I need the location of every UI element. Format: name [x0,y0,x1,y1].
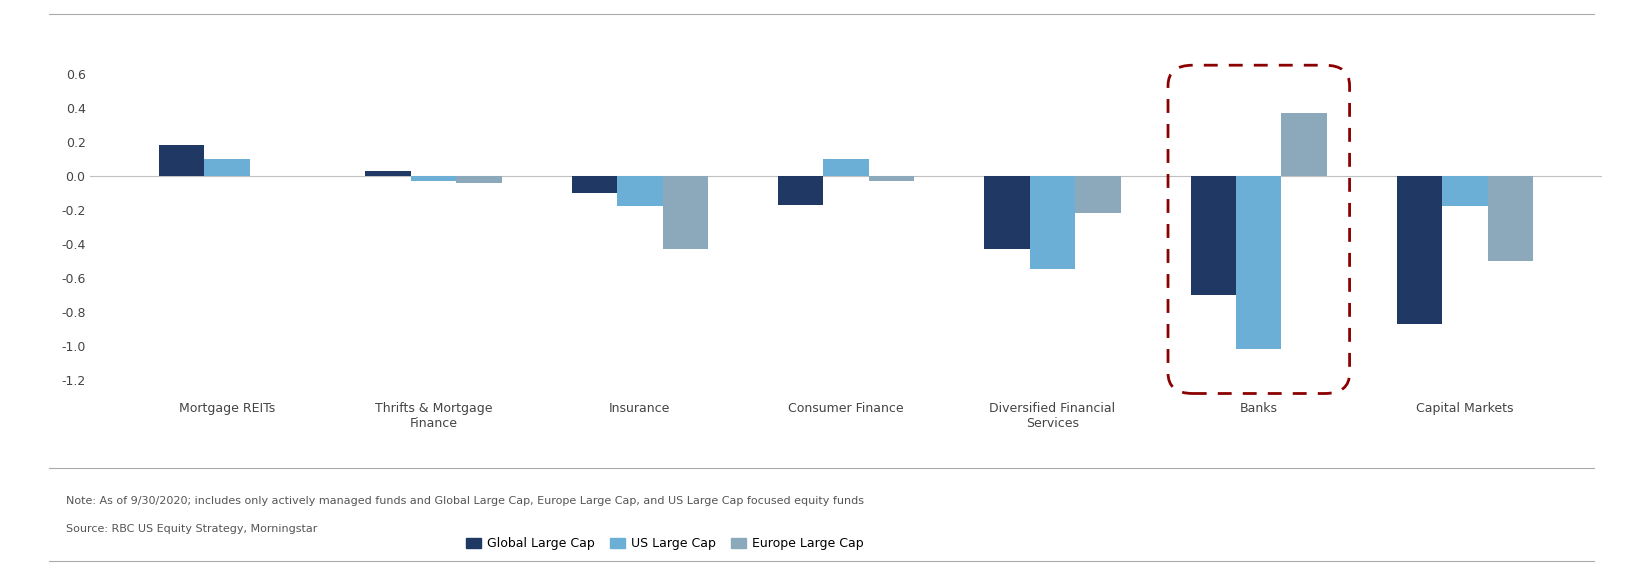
Bar [457,176,501,183]
Text: Source: RBC US Equity Strategy, Morningstar: Source: RBC US Equity Strategy, Mornings… [66,524,317,535]
Bar [869,176,914,181]
Bar [1236,176,1282,349]
Text: Note: As of 9/30/2020; includes only actively managed funds and Global Large Cap: Note: As of 9/30/2020; includes only act… [66,496,864,506]
Bar [1075,176,1121,213]
Bar [662,176,708,249]
Bar [1397,176,1443,324]
Bar [1191,176,1236,295]
Legend: Global Large Cap, US Large Cap, Europe Large Cap: Global Large Cap, US Large Cap, Europe L… [460,532,869,556]
Bar [984,176,1030,249]
Bar [159,145,204,176]
Bar [1489,176,1533,261]
Bar [618,176,662,206]
Bar [411,176,457,181]
Bar [1030,176,1075,269]
Bar [572,176,618,193]
Bar [1443,176,1489,206]
Bar [365,171,411,176]
Bar [823,159,869,176]
Bar [204,159,250,176]
Bar [1282,113,1328,176]
Bar [779,176,823,205]
